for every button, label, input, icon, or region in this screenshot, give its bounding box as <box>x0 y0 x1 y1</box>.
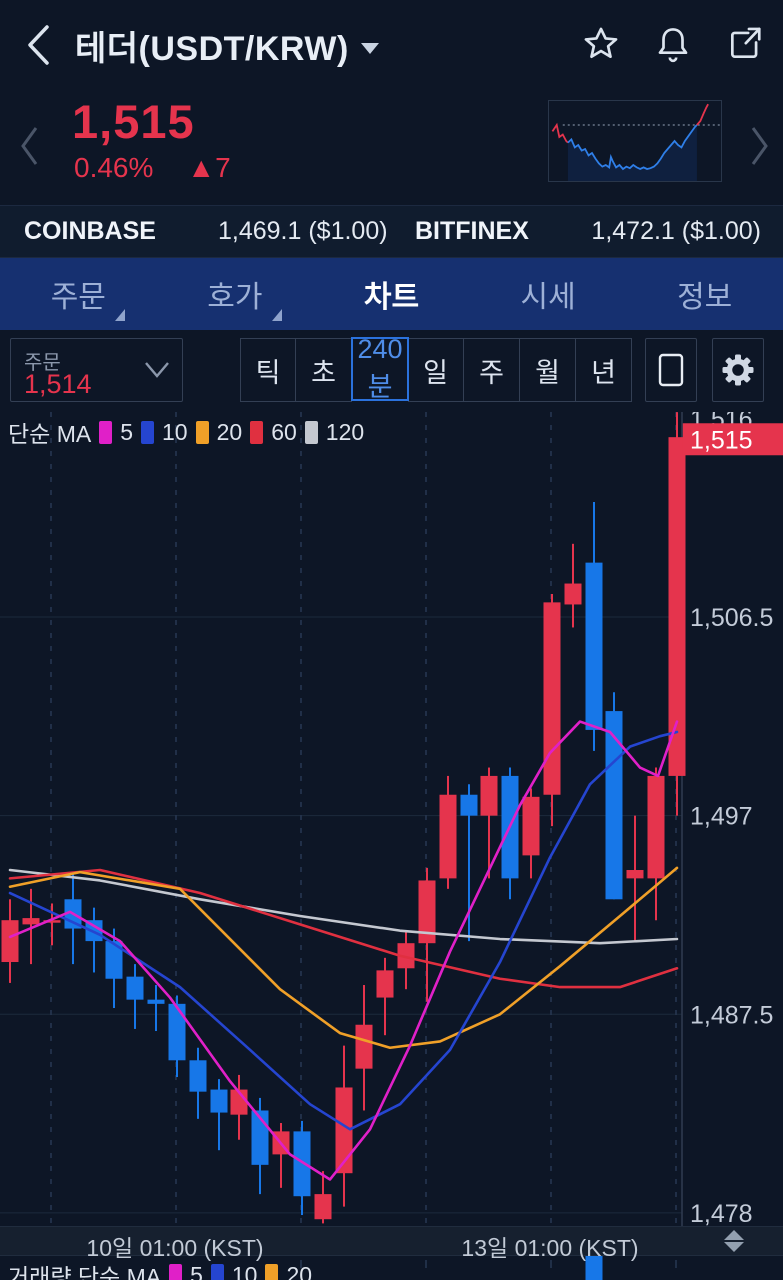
next-pair-button[interactable] <box>745 118 775 174</box>
vol-ma10-swatch-icon <box>210 1263 224 1280</box>
time-axis-label: 13일 01:00 (KST) <box>461 1235 639 1261</box>
tab-caret-icon <box>115 309 126 321</box>
main-tab-bar: 주문 호가 차트 시세 정보 <box>0 258 783 330</box>
timeframe-selector: 틱 초 240분 일 주 월 년 <box>240 334 632 402</box>
price-summary: 1,515 0.46% ▲7 <box>0 90 783 205</box>
svg-text:1,478: 1,478 <box>690 1200 753 1226</box>
timeframe-day[interactable]: 일 <box>408 338 464 402</box>
ma5-swatch-icon <box>99 420 113 444</box>
timeframe-second[interactable]: 초 <box>296 338 352 402</box>
chart-settings-button[interactable] <box>712 338 764 402</box>
star-icon <box>584 27 618 59</box>
tab-info[interactable]: 정보 <box>677 281 733 314</box>
volume-pane[interactable]: 거래량 단순 MA 5 10 20 <box>0 1256 783 1280</box>
tab-market[interactable]: 시세 <box>520 281 576 314</box>
gear-icon <box>722 354 754 386</box>
exchange-price-coinbase: 1,469.1 ($1.00) <box>218 217 388 245</box>
tab-caret-icon <box>271 309 282 321</box>
volume-ma-legend: 거래량 단순 MA 5 10 20 <box>8 1258 312 1280</box>
chevron-left-icon <box>21 127 38 165</box>
current-price: 1,515 <box>72 95 195 148</box>
chart-pane-layout-button[interactable] <box>645 338 697 402</box>
current-price-badge: 1,515 <box>690 426 753 454</box>
pane-resize-handle[interactable] <box>724 1230 744 1252</box>
pair-selector[interactable]: 테더(USDT/KRW) <box>75 0 379 90</box>
time-axis: 10일 01:00 (KST) 13일 01:00 (KST) <box>0 1226 783 1261</box>
exchange-name-bitfinex: BITFINEX <box>415 217 529 245</box>
exchange-comparison-row: COINBASE 1,469.1 ($1.00) BITFINEX 1,472.… <box>0 205 783 258</box>
chevron-down-icon <box>145 362 169 378</box>
ma120-swatch-icon <box>304 420 318 444</box>
exchange-name-coinbase: COINBASE <box>24 217 156 245</box>
change-amount: ▲7 <box>187 152 231 183</box>
timeframe-year[interactable]: 년 <box>576 338 632 402</box>
page-title: 테더(USDT/KRW) <box>75 29 349 68</box>
pane-rectangle-icon <box>658 353 684 387</box>
ma-legend: 단순 MA 5 10 20 60 120 <box>8 415 364 449</box>
volume-legend-prefix: 거래량 단순 MA <box>8 1264 162 1280</box>
vol-ma20-swatch-icon <box>265 1263 279 1280</box>
chevron-right-icon <box>751 127 768 165</box>
exchange-price-bitfinex: 1,472.1 ($1.00) <box>591 217 761 245</box>
mini-sparkline-chart <box>548 100 722 182</box>
ma20-swatch-icon <box>195 420 209 444</box>
candlestick-chart-area[interactable]: 단순 MA 5 10 20 60 120 1,516 1,506.5 1,497 1,… <box>0 412 783 1226</box>
tab-chart[interactable]: 차트 <box>363 281 420 314</box>
notifications-button[interactable] <box>653 22 693 66</box>
order-price-dropdown[interactable]: 주문 1,514 <box>10 338 183 402</box>
ma10-swatch-icon <box>141 420 155 444</box>
share-icon <box>730 27 761 59</box>
back-chevron-icon <box>28 25 49 65</box>
change-percent: 0.46% <box>74 152 154 183</box>
order-price-value: 1,514 <box>24 369 92 399</box>
chart-toolbar: 주문 1,514 틱 초 240분 일 주 월 년 <box>0 330 783 412</box>
svg-text:1,487.5: 1,487.5 <box>690 1001 773 1029</box>
timeframe-tick[interactable]: 틱 <box>240 338 296 402</box>
up-arrow-icon: ▲ <box>187 152 216 183</box>
ma60-swatch-icon <box>250 420 264 444</box>
svg-text:1,506.5: 1,506.5 <box>690 604 773 632</box>
triangle-down-icon <box>724 1242 744 1252</box>
svg-text:1,497: 1,497 <box>690 803 753 831</box>
tab-orderbook[interactable]: 호가 <box>157 258 314 330</box>
chevron-down-icon <box>360 42 379 54</box>
back-button[interactable] <box>18 24 58 66</box>
tab-order[interactable]: 주문 <box>0 258 157 330</box>
triangle-up-icon <box>724 1230 744 1240</box>
time-axis-label: 10일 01:00 (KST) <box>86 1235 264 1261</box>
vol-ma5-swatch-icon <box>169 1263 183 1280</box>
timeframe-240min[interactable]: 240분 <box>351 334 409 402</box>
header-bar: 테더(USDT/KRW) <box>0 0 783 90</box>
ma-legend-prefix: 단순 MA <box>8 421 92 447</box>
favorite-star-button[interactable] <box>581 22 621 66</box>
share-button[interactable] <box>725 22 765 66</box>
bell-icon <box>658 28 688 63</box>
prev-pair-button[interactable] <box>14 118 44 174</box>
timeframe-week[interactable]: 주 <box>464 338 520 402</box>
timeframe-month[interactable]: 월 <box>520 338 576 402</box>
order-label: 주문 <box>24 352 61 374</box>
